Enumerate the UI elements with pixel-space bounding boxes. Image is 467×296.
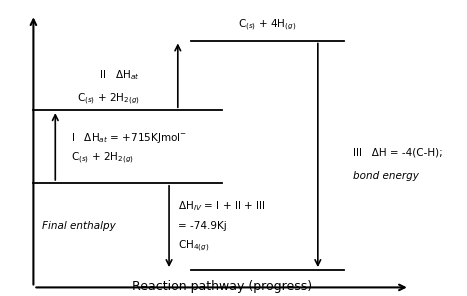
Text: bond energy: bond energy xyxy=(353,170,419,181)
Text: Reaction pathway (progress): Reaction pathway (progress) xyxy=(132,280,311,293)
Text: II   ΔH$_{at}$: II ΔH$_{at}$ xyxy=(99,68,140,82)
Text: I   ΔH$_{at}$ = +715KJmol$^{-}$: I ΔH$_{at}$ = +715KJmol$^{-}$ xyxy=(71,131,186,145)
Text: = -74.9Kj: = -74.9Kj xyxy=(178,221,226,231)
Text: III   ΔH = -4(C-H);: III ΔH = -4(C-H); xyxy=(353,147,449,157)
Text: C$_{(s)}$ + 2H$_{2(g)}$: C$_{(s)}$ + 2H$_{2(g)}$ xyxy=(77,92,140,107)
Text: ΔH$_{IV}$ = I + II + III: ΔH$_{IV}$ = I + II + III xyxy=(178,199,265,213)
Text: C$_{(s)}$ + 4H$_{(g)}$: C$_{(s)}$ + 4H$_{(g)}$ xyxy=(238,18,297,33)
Text: C$_{(s)}$ + 2H$_{2(g)}$: C$_{(s)}$ + 2H$_{2(g)}$ xyxy=(71,150,134,166)
Text: Final enthalpy: Final enthalpy xyxy=(42,221,116,231)
Text: CH$_{4(g)}$: CH$_{4(g)}$ xyxy=(178,239,209,255)
